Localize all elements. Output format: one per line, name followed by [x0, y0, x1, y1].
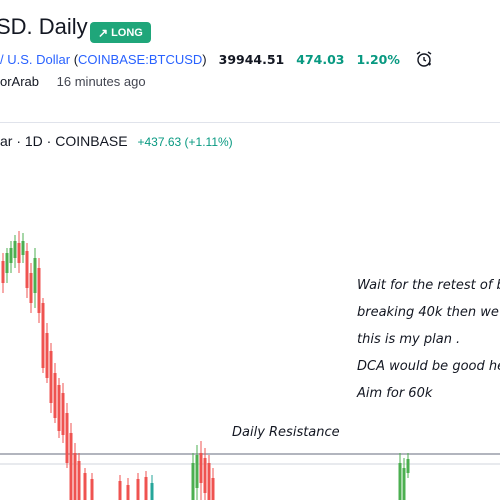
candle-body: [25, 251, 29, 288]
candle-body: [1, 261, 5, 283]
price-change: 474.03: [296, 51, 345, 67]
candle-body: [203, 458, 207, 493]
candle-body: [73, 453, 77, 500]
candle-body: [402, 468, 406, 500]
price-change-percent: 1.20%: [356, 51, 400, 67]
candle-body: [13, 241, 17, 258]
candle-body: [37, 268, 41, 313]
daily-resistance-label: Daily Resistance: [232, 425, 340, 440]
candle-body: [45, 333, 49, 378]
candle-body: [9, 248, 13, 263]
idea-title: SD. Daily: [0, 14, 88, 39]
candle-body: [144, 477, 148, 500]
trade-plan-note: Wait for the retest of b breaking 40k th…: [357, 272, 500, 407]
plan-line: Aim for 60k: [357, 386, 433, 401]
candle-body: [21, 241, 25, 255]
candle-body: [29, 273, 33, 303]
candle-body: [83, 473, 87, 500]
candle-body: [211, 478, 215, 500]
candle-body: [126, 485, 130, 500]
candle-body: [5, 253, 9, 273]
chart-legend: ar · 1D · COINBASE +437.63 (+1.11%): [0, 133, 233, 149]
published-time: 16 minutes ago: [56, 74, 146, 89]
candle-body: [17, 243, 21, 263]
candle-body: [406, 459, 410, 473]
candle-body: [53, 373, 57, 418]
candles-group: [1, 231, 410, 500]
header-divider: [0, 122, 500, 123]
plan-line: Wait for the retest of b: [357, 278, 500, 293]
candle-body: [41, 303, 45, 368]
candle-body: [150, 483, 154, 500]
candle-body: [61, 393, 65, 435]
candle-body: [199, 453, 203, 483]
alarm-clock-icon[interactable]: [414, 49, 434, 69]
candle-body: [57, 385, 61, 431]
candle-body: [65, 413, 69, 463]
candle-body: [90, 479, 94, 500]
candle-body: [118, 481, 122, 500]
badge-label: LONG: [111, 26, 143, 39]
candle-body: [136, 479, 140, 500]
candle-body: [195, 455, 199, 488]
candle-body: [49, 351, 53, 403]
author-name[interactable]: orArab: [0, 74, 40, 89]
candle-body: [77, 461, 81, 500]
candle-body: [33, 258, 37, 293]
trend-up-icon: ↗: [98, 25, 109, 40]
author-row: orArab 16 minutes ago: [0, 74, 146, 89]
legend-symbol: ar · 1D · COINBASE: [0, 133, 128, 149]
symbol-code-link[interactable]: COINBASE:BTCUSD: [78, 51, 203, 67]
last-price: 39944.51: [218, 51, 285, 67]
long-badge: ↗ LONG: [90, 22, 151, 43]
candle-body: [207, 463, 211, 500]
candle-body: [191, 463, 195, 500]
idea-header: SD. Daily ↗ LONG / U.S. Dollar ( COINBAS…: [0, 0, 500, 122]
price-chart[interactable]: [0, 123, 500, 500]
candle-body: [69, 433, 73, 500]
candle-body: [398, 463, 402, 500]
plan-line: DCA would be good her: [357, 359, 500, 374]
plan-line: this is my plan .: [357, 332, 461, 347]
plan-line: breaking 40k then we w: [357, 305, 500, 320]
symbol-name-link[interactable]: / U.S. Dollar: [0, 51, 71, 67]
symbol-row: / U.S. Dollar ( COINBASE:BTCUSD ) 39944.…: [0, 50, 434, 68]
legend-change: +437.63 (+1.11%): [137, 135, 233, 149]
